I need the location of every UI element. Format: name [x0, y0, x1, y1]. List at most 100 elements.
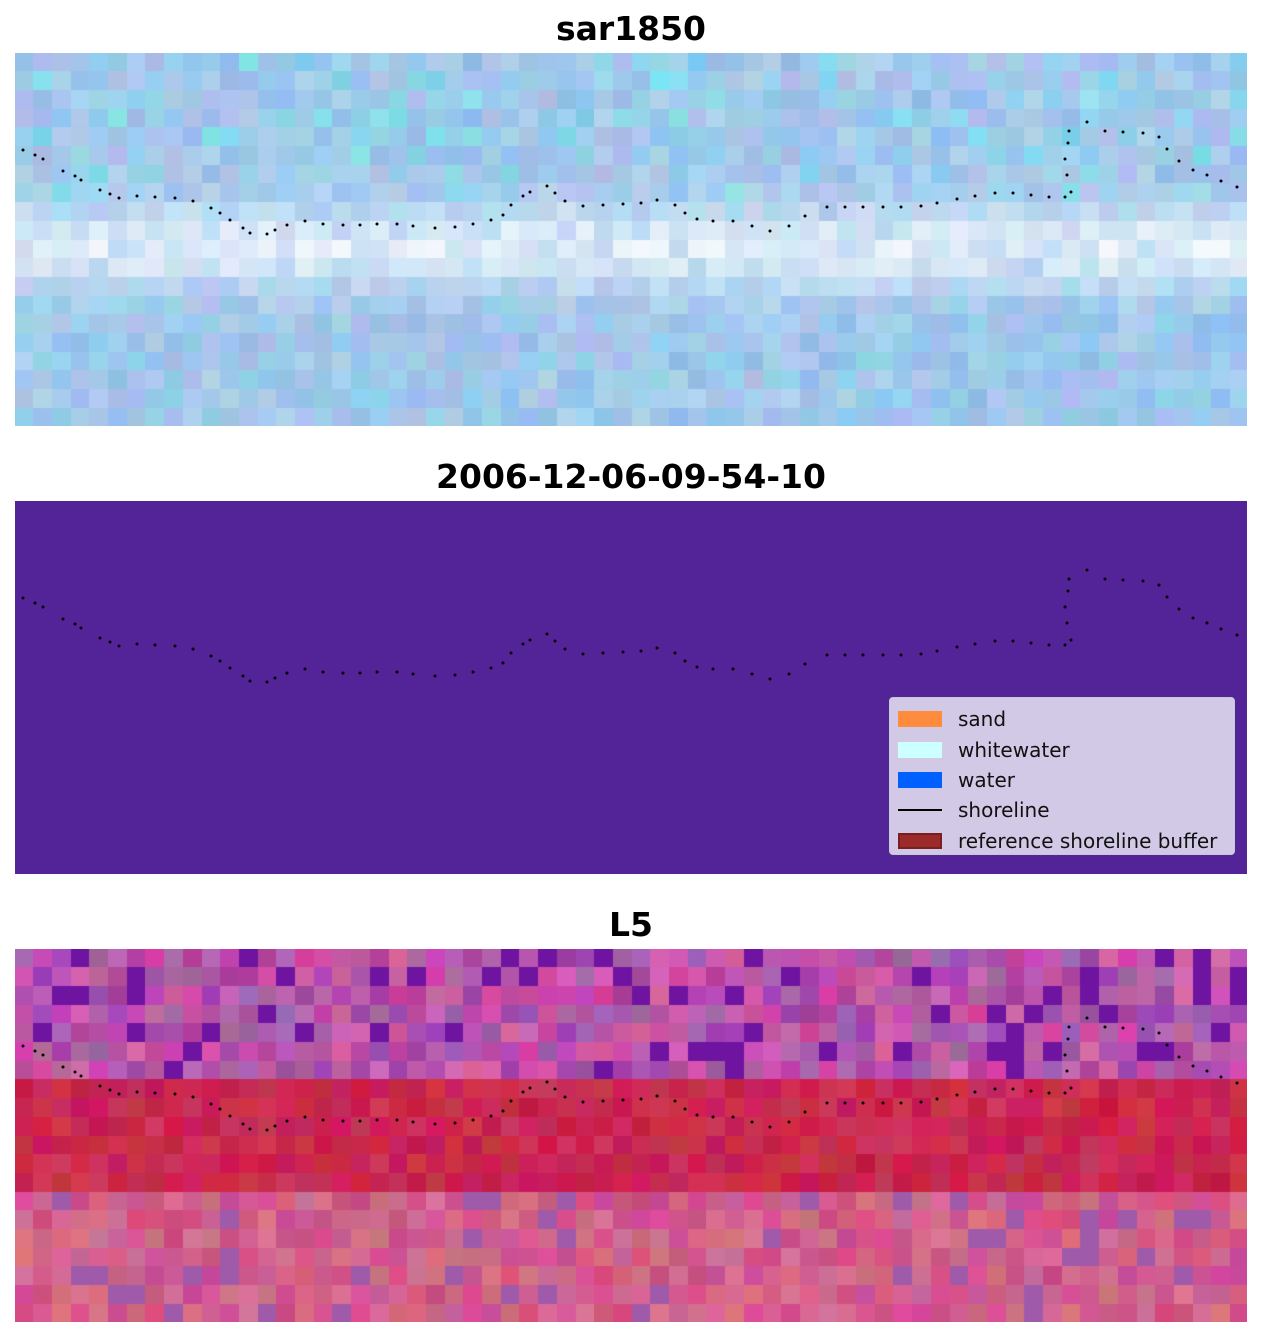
shoreline-point	[135, 194, 139, 198]
shoreline-point	[358, 223, 362, 227]
shoreline-overlay	[21, 120, 1239, 236]
shoreline-point	[787, 224, 791, 228]
shoreline-point	[1191, 168, 1195, 172]
shoreline-point	[241, 226, 245, 230]
shoreline-point	[1066, 141, 1070, 145]
shoreline-point	[521, 194, 525, 198]
legend-item-sand: sand	[898, 704, 1226, 734]
shoreline-point	[803, 214, 807, 218]
shoreline-point	[655, 198, 659, 202]
shoreline-point	[191, 199, 195, 203]
shoreline-point	[98, 188, 102, 192]
shoreline-point	[861, 205, 865, 209]
shoreline-point	[955, 197, 959, 201]
shoreline-point	[108, 640, 112, 644]
shoreline-point	[79, 626, 83, 630]
shoreline-point	[117, 1092, 121, 1096]
reference-buffer-swatch	[898, 832, 942, 849]
shoreline-point	[265, 1128, 269, 1132]
legend-label: water	[958, 767, 1015, 792]
shoreline-point	[33, 1049, 37, 1053]
shoreline-point	[1063, 643, 1067, 647]
shoreline-point	[1066, 589, 1070, 593]
shoreline-point	[79, 1074, 83, 1078]
l5-image-panel	[15, 949, 1247, 1322]
shoreline-point	[955, 645, 959, 649]
shoreline-point	[248, 679, 252, 683]
shoreline-point	[1157, 135, 1161, 139]
shoreline-point	[683, 211, 687, 215]
shoreline-point	[395, 670, 399, 674]
shoreline-point	[489, 218, 493, 222]
legend-item-shoreline: shoreline	[898, 795, 1226, 825]
shoreline-point	[411, 672, 415, 676]
shoreline-point	[248, 231, 252, 235]
shoreline-point	[768, 229, 772, 233]
shoreline-point	[303, 219, 307, 223]
shoreline-point	[173, 1092, 177, 1096]
shoreline-point	[1067, 577, 1071, 581]
shoreline-overlay	[21, 568, 1239, 684]
shoreline-point	[899, 1101, 903, 1105]
shoreline-point	[881, 1101, 885, 1105]
shoreline-point	[375, 1118, 379, 1122]
shoreline-point	[501, 661, 505, 665]
shoreline-point	[545, 184, 549, 188]
shoreline-point	[471, 670, 475, 674]
shoreline-point	[563, 1095, 567, 1099]
shoreline-point	[117, 196, 121, 200]
shoreline-point	[935, 1097, 939, 1101]
shoreline-point	[21, 148, 25, 152]
shoreline-point	[1219, 627, 1223, 631]
shoreline-swatch	[898, 809, 942, 812]
shoreline-point	[303, 667, 307, 671]
shoreline-point	[553, 1087, 557, 1091]
shoreline-point	[209, 654, 213, 658]
shoreline-point	[563, 199, 567, 203]
shoreline-point	[581, 652, 585, 656]
shoreline-point	[241, 1122, 245, 1126]
shoreline-point	[973, 1090, 977, 1094]
shoreline-point	[1063, 1091, 1067, 1095]
shoreline-point	[98, 1084, 102, 1088]
shoreline-point	[173, 644, 177, 648]
shoreline-point	[750, 224, 754, 228]
shoreline-point	[899, 653, 903, 657]
shoreline-point	[273, 228, 277, 232]
shoreline-point	[73, 1070, 77, 1074]
shoreline-point	[453, 1121, 457, 1125]
shoreline-point	[655, 1094, 659, 1098]
shoreline-point	[21, 1044, 25, 1048]
shoreline-point	[711, 1115, 715, 1119]
shoreline-point	[673, 651, 677, 655]
shoreline-point	[1063, 605, 1067, 609]
shoreline-point	[1067, 129, 1071, 133]
shoreline-point	[521, 1090, 525, 1094]
shoreline-point	[191, 1095, 195, 1099]
shoreline-point	[601, 203, 605, 207]
shoreline-point	[1063, 157, 1067, 161]
shoreline-point	[601, 651, 605, 655]
panel-title-sar: sar1850	[555, 9, 707, 48]
shoreline-point	[285, 223, 289, 227]
l5-image	[15, 949, 1247, 1322]
shoreline-point	[341, 223, 345, 227]
shoreline-point	[1047, 195, 1051, 199]
shoreline-point	[673, 203, 677, 207]
shoreline-point	[453, 673, 457, 677]
shoreline-point	[935, 201, 939, 205]
legend-label: whitewater	[958, 737, 1070, 762]
shoreline-point	[1235, 185, 1239, 189]
shoreline-point	[265, 232, 269, 236]
shoreline-point	[117, 644, 121, 648]
shoreline-point	[621, 650, 625, 654]
shoreline-point	[228, 666, 232, 670]
shoreline-point	[731, 1115, 735, 1119]
sand-swatch	[898, 711, 942, 728]
shoreline-point	[1029, 193, 1033, 197]
shoreline-point	[787, 1120, 791, 1124]
shoreline-point	[1165, 595, 1169, 599]
shoreline-point	[545, 632, 549, 636]
shoreline-point	[489, 1114, 493, 1118]
shoreline-point	[1141, 131, 1145, 135]
